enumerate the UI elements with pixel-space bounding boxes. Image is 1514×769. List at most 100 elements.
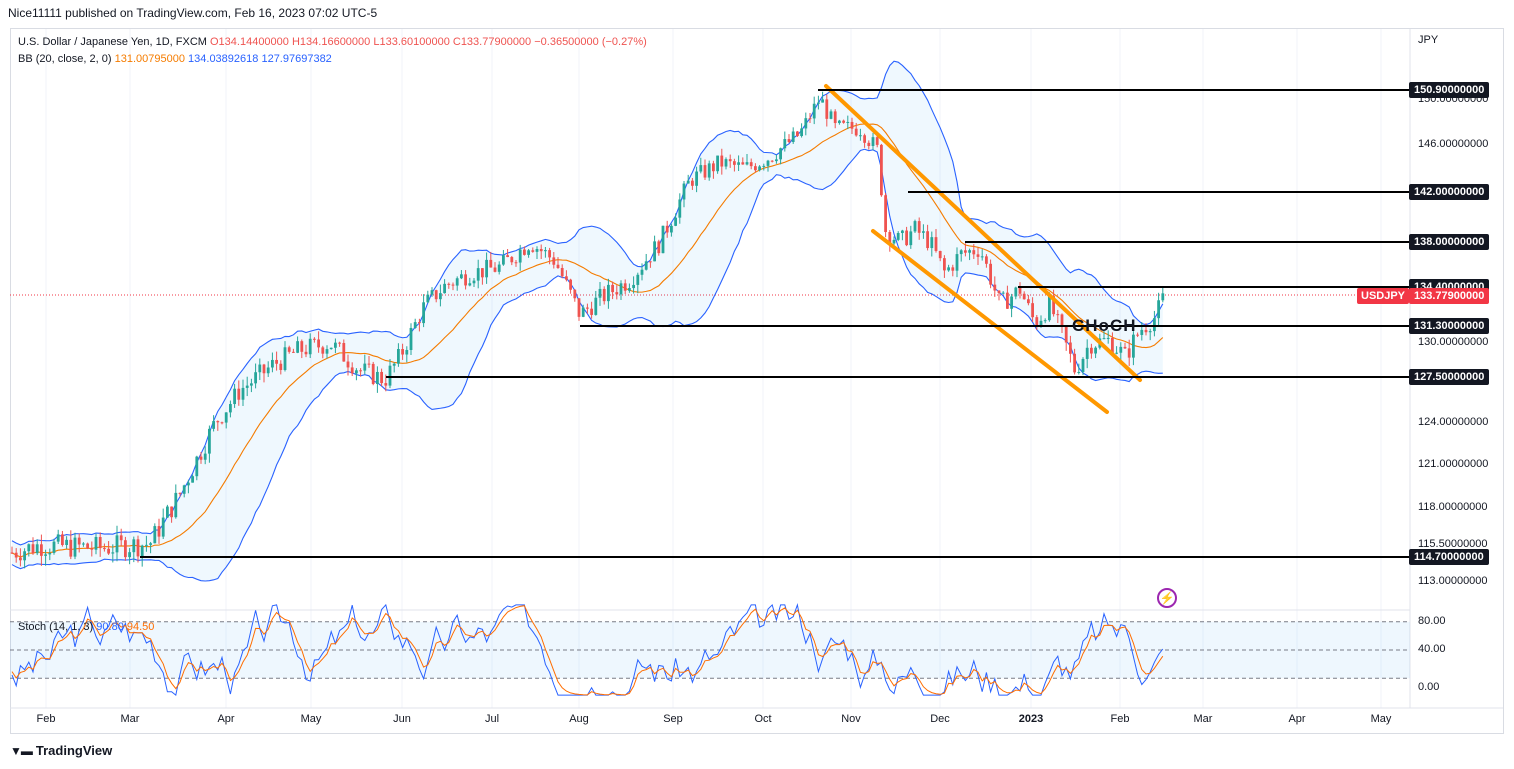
candle-body	[1161, 293, 1165, 301]
candle-body	[418, 322, 421, 324]
choch-annotation: CHoCH	[1072, 316, 1137, 335]
candle-body	[1136, 334, 1139, 336]
stoch-legend: Stoch (14, 1, 3) 90.80 94.50	[18, 621, 154, 633]
candle-body	[737, 162, 740, 165]
candle-body	[497, 264, 501, 272]
candle-body	[712, 163, 715, 172]
candle-body	[489, 259, 493, 268]
month-label: May	[300, 713, 322, 725]
candle-body	[716, 155, 719, 172]
candle-body	[338, 342, 341, 344]
candle-body	[334, 342, 337, 348]
candle-body	[1073, 353, 1076, 373]
candle-body	[380, 371, 383, 384]
candle-body	[548, 250, 551, 258]
candle-body	[586, 307, 589, 309]
candle-body	[1031, 303, 1034, 318]
month-label: Dec	[930, 713, 950, 725]
ohlc-change: −0.36500000 (−0.27%)	[534, 36, 647, 48]
candle-body	[955, 254, 959, 271]
price-tick: 115.50000000	[1418, 538, 1488, 550]
candle-body	[304, 351, 308, 355]
candle-body	[359, 370, 362, 372]
candle-body	[203, 453, 207, 460]
candle-body	[1043, 320, 1047, 322]
candle-body	[254, 372, 257, 384]
candle-body	[1014, 287, 1018, 297]
candle-body	[1064, 326, 1068, 343]
candle-body	[472, 280, 476, 284]
candle-body	[94, 536, 98, 550]
candle-body	[1081, 358, 1085, 372]
candle-body	[174, 492, 178, 518]
candle-body	[346, 361, 350, 368]
candle-body	[1052, 296, 1055, 315]
candle-body	[485, 259, 488, 278]
currency-label: JPY	[1418, 34, 1439, 46]
candle-body	[972, 250, 976, 255]
ohlc-open: O134.14400000	[210, 36, 289, 48]
candle-body	[342, 342, 346, 362]
tradingview-logo[interactable]: ▼▬ TradingView	[10, 743, 112, 758]
candle-body	[401, 349, 404, 355]
candle-body	[376, 371, 379, 384]
candle-body	[615, 292, 619, 295]
candle-body	[636, 274, 640, 285]
candle-body	[985, 256, 988, 264]
candle-body	[241, 387, 245, 400]
candle-body	[909, 231, 913, 246]
candle-body	[317, 339, 320, 348]
candle-body	[44, 554, 47, 556]
last-price-badge: 133.77900000	[1409, 288, 1490, 304]
bb-basis-line	[11, 123, 1164, 558]
month-label: Mar	[1193, 713, 1213, 725]
candle-body	[439, 293, 442, 300]
candle-body	[124, 540, 127, 558]
candle-body	[447, 283, 451, 285]
candle-body	[1153, 318, 1156, 332]
candle-body	[237, 388, 241, 400]
candle-body	[796, 131, 799, 137]
candle-body	[653, 241, 656, 262]
candle-body	[90, 548, 94, 550]
candle-body	[913, 221, 917, 232]
candle-body	[468, 283, 472, 286]
candle-body	[577, 298, 581, 317]
candle-body	[590, 308, 593, 315]
candle-body	[1144, 329, 1148, 333]
candle-body	[245, 385, 249, 388]
candle-body	[800, 128, 803, 137]
candle-body	[997, 290, 1001, 294]
candle-body	[573, 289, 577, 299]
candle-body	[1060, 314, 1064, 327]
price-tick: 121.00000000	[1418, 458, 1489, 470]
candle-body	[409, 327, 413, 350]
candle-body	[703, 165, 707, 178]
candle-body	[52, 541, 56, 553]
candle-body	[964, 250, 967, 253]
candle-body	[23, 551, 26, 561]
candle-body	[170, 506, 173, 518]
candle-body	[136, 539, 140, 557]
candle-body	[1022, 293, 1026, 300]
candle-body	[598, 288, 602, 298]
candle-body	[804, 118, 808, 129]
candle-body	[199, 456, 203, 460]
candle-body	[292, 351, 295, 353]
ohlc-close: C133.77900000	[452, 36, 532, 48]
candle-body	[329, 347, 333, 350]
candle-body	[859, 135, 862, 137]
month-label: Jun	[393, 713, 411, 725]
brand-name: TradingView	[35, 743, 113, 758]
channel-lower-line	[871, 229, 1109, 414]
candle-body	[19, 557, 22, 561]
candle-body	[1132, 334, 1135, 358]
candle-body	[699, 165, 703, 172]
candle-body	[195, 456, 199, 477]
candle-body	[850, 121, 854, 129]
candle-body	[283, 347, 287, 370]
candle-body	[413, 322, 417, 328]
candle-body	[812, 103, 816, 119]
lightning-icon[interactable]: ⚡	[1157, 588, 1177, 608]
